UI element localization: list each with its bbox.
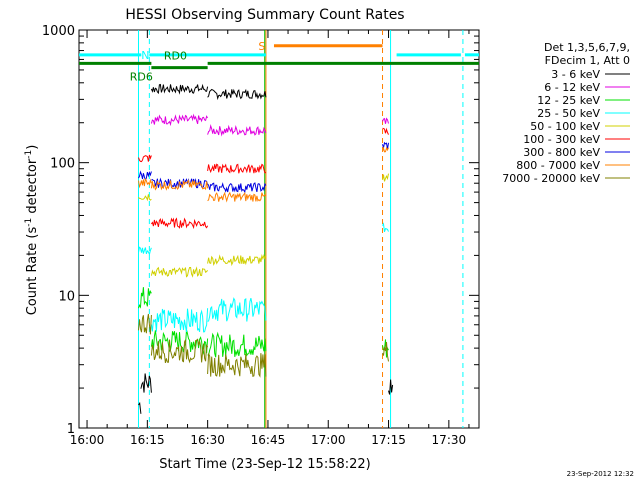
series-line-1 [207, 123, 267, 137]
series-line-4 [207, 253, 267, 267]
plot-frame [78, 29, 480, 429]
series-line-8 [138, 313, 152, 335]
y-axis-label-main: Count Rate (s [25, 227, 40, 316]
series-line-6 [207, 182, 267, 194]
s-label: S [258, 40, 265, 53]
series-line-7 [138, 177, 152, 189]
y-axis-label-sup2: -1 [24, 150, 34, 159]
x-tick-label: 16:45 [251, 433, 286, 447]
series-line-0 [140, 373, 152, 393]
y-tick-label: 1 [67, 422, 75, 437]
legend-entry-label: 100 - 300 keV [523, 133, 600, 146]
y-axis-label: Count Rate (s-1 detector-1) [24, 145, 40, 316]
series-line-7 [150, 179, 209, 191]
x-tick-label: 17:00 [311, 433, 346, 447]
series-line-8 [150, 338, 209, 364]
series-line-2 [207, 331, 267, 358]
legend-entry-label: 50 - 100 keV [530, 120, 600, 133]
series-line-0 [388, 379, 394, 395]
legend-entry-label: 7000 - 20000 keV [502, 172, 600, 185]
series-line-4 [382, 173, 389, 182]
series-line-3 [382, 222, 389, 233]
annotation-layer: N S RD0 RD6 [79, 30, 479, 428]
series-line-5 [138, 154, 152, 163]
series-line-4 [138, 194, 152, 202]
x-tick-label: 16:30 [190, 433, 225, 447]
y-axis: 1 10 100 1000 [42, 24, 479, 437]
y-tick-label: 100 [50, 157, 75, 172]
x-tick-label: 16:15 [130, 433, 165, 447]
rd6-label: RD6 [130, 71, 153, 84]
series-line-3 [138, 246, 152, 257]
y-tick-label: 1000 [42, 24, 75, 39]
series-line-3 [150, 308, 209, 333]
x-axis: 16:00 16:15 16:30 16:45 17:00 17:15 17:30 [70, 30, 470, 447]
series-line-0 [150, 83, 209, 95]
legend-header-2: FDecim 1, Att 0 [545, 54, 630, 67]
x-tick-label: 16:00 [70, 433, 105, 447]
series-line-8 [207, 353, 267, 378]
series-line-3 [207, 297, 267, 322]
legend: Det 1,3,5,6,7,9, FDecim 1, Att 0 3 - 6 k… [502, 41, 630, 185]
series-line-6 [138, 170, 152, 182]
series-line-0 [138, 401, 142, 414]
x-axis-label: Start Time (23-Sep-12 15:58:22) [159, 457, 370, 472]
series-line-1 [150, 113, 209, 127]
legend-entry-label: 12 - 25 keV [537, 94, 600, 107]
series-line-5 [382, 127, 389, 135]
timestamp: 23-Sep-2012 12:32 [567, 470, 634, 478]
chart-title: HESSI Observing Summary Count Rates [125, 7, 404, 23]
series-layer [138, 83, 394, 414]
series-line-2 [382, 339, 389, 358]
legend-entry-label: 800 - 7000 keV [516, 159, 600, 172]
rd0-label: RD0 [164, 49, 187, 62]
series-line-7 [207, 191, 267, 203]
legend-entry-label: 3 - 6 keV [551, 68, 600, 81]
y-tick-label: 10 [58, 289, 75, 304]
x-tick-label: 17:15 [371, 433, 406, 447]
legend-entry-label: 300 - 800 keV [523, 146, 600, 159]
legend-header-1: Det 1,3,5,6,7,9, [544, 41, 630, 54]
series-line-1 [382, 117, 389, 124]
y-axis-label-mid: detector [25, 158, 40, 218]
series-line-2 [150, 329, 209, 356]
series-line-6 [151, 177, 209, 190]
series-line-2 [138, 287, 152, 309]
n-label: N [141, 49, 149, 62]
series-line-0 [207, 88, 267, 101]
x-tick-label: 17:30 [432, 433, 467, 447]
series-line-5 [150, 217, 209, 230]
series-line-5 [207, 163, 267, 174]
y-axis-label-sup1: -1 [24, 218, 34, 227]
legend-entry-label: 6 - 12 keV [544, 81, 600, 94]
series-line-8 [382, 341, 389, 362]
legend-entry-label: 25 - 50 keV [537, 107, 600, 120]
y-axis-label-end: ) [25, 145, 40, 150]
plot-area [78, 29, 480, 429]
series-line-7 [382, 146, 389, 153]
series-line-4 [150, 266, 208, 278]
